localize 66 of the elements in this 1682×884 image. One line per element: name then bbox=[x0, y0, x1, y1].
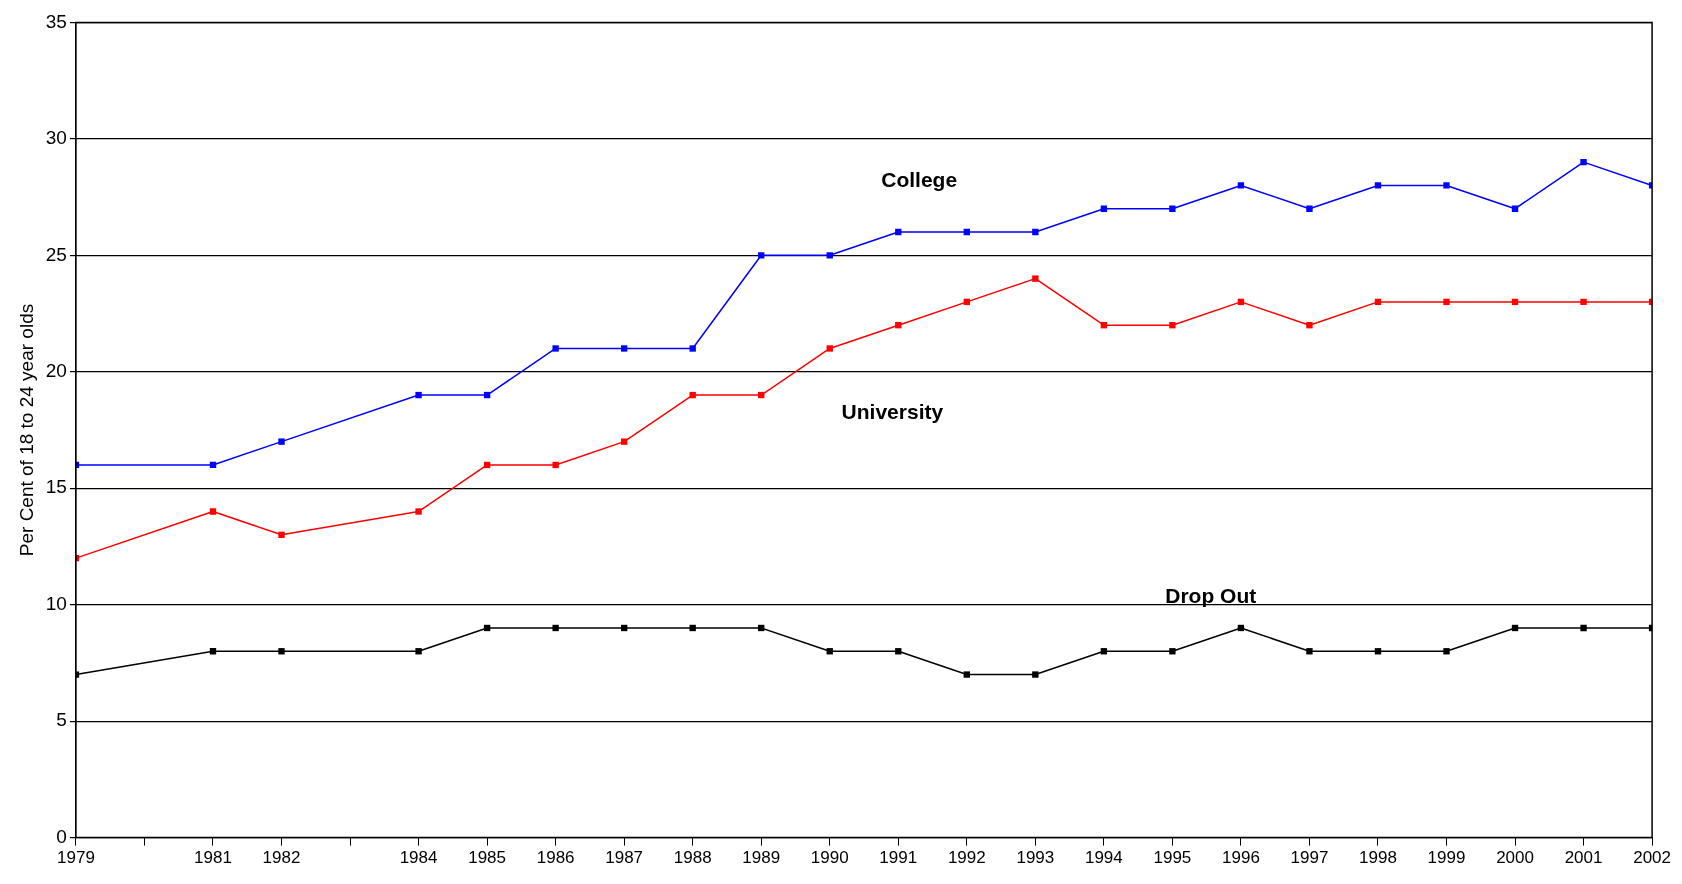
x-tick-label: 1997 bbox=[1290, 848, 1329, 868]
point bbox=[1032, 275, 1039, 282]
x-tick-label: 1982 bbox=[262, 848, 301, 868]
point bbox=[1443, 298, 1450, 306]
y-tick-label: 30 bbox=[45, 127, 67, 149]
point bbox=[1580, 624, 1587, 632]
point bbox=[1580, 298, 1587, 306]
point bbox=[1169, 648, 1176, 655]
point bbox=[620, 345, 628, 352]
y-tick-label: 35 bbox=[45, 10, 67, 32]
x-tick-label: 1985 bbox=[468, 848, 507, 868]
x-tick-label: 1990 bbox=[810, 848, 849, 868]
point bbox=[209, 508, 217, 515]
y-axis-title: Per Cent of 18 to 24 year olds bbox=[15, 303, 37, 557]
point bbox=[415, 508, 422, 515]
x-tick-label: 1999 bbox=[1427, 848, 1466, 868]
x-tick-label: 1986 bbox=[536, 848, 575, 868]
x-tick-label: 1979 bbox=[57, 848, 95, 868]
point bbox=[1032, 671, 1039, 678]
x-tick-label: 1996 bbox=[1222, 848, 1260, 868]
y-tick-label: 20 bbox=[45, 360, 67, 382]
point bbox=[620, 438, 628, 445]
point bbox=[1306, 205, 1313, 212]
x-tick-label: 1988 bbox=[673, 848, 712, 868]
point bbox=[278, 531, 285, 538]
series-label: College bbox=[881, 168, 958, 192]
x-tick-label: 1989 bbox=[742, 848, 781, 868]
point bbox=[689, 345, 696, 352]
point bbox=[278, 648, 285, 655]
point bbox=[1443, 648, 1450, 655]
point bbox=[1580, 158, 1587, 166]
x-tick-label: 2001 bbox=[1564, 848, 1603, 868]
point bbox=[826, 345, 833, 352]
point bbox=[415, 391, 422, 399]
x-tick-label: 1998 bbox=[1359, 848, 1397, 868]
text: University bbox=[841, 400, 944, 424]
x-tick-label: 1994 bbox=[1084, 848, 1123, 868]
x-tick-label: 2002 bbox=[1633, 848, 1671, 868]
x-tick-label: 2000 bbox=[1496, 848, 1534, 868]
point bbox=[552, 345, 559, 352]
point bbox=[1306, 322, 1313, 329]
x-tick-label: 1981 bbox=[194, 848, 232, 868]
point bbox=[1169, 205, 1176, 212]
point bbox=[1443, 182, 1450, 189]
point bbox=[963, 671, 970, 678]
point bbox=[415, 648, 422, 655]
point bbox=[1237, 182, 1245, 189]
point bbox=[552, 461, 559, 469]
x-tick-label: 1984 bbox=[399, 848, 438, 868]
x-tick-label: 1991 bbox=[879, 848, 918, 868]
point bbox=[1169, 322, 1176, 329]
y-tick-label: 0 bbox=[56, 825, 67, 847]
x-tick-label: 1992 bbox=[947, 848, 986, 868]
y-tick-label: 5 bbox=[56, 709, 67, 731]
y-tick-label: 10 bbox=[45, 592, 67, 614]
point bbox=[1306, 648, 1313, 655]
point bbox=[1374, 182, 1382, 189]
x-tick-label: 1993 bbox=[1016, 848, 1055, 868]
x-tick-label: 1995 bbox=[1153, 848, 1192, 868]
x-tick-label: 1987 bbox=[605, 848, 644, 868]
series-label: Drop Out bbox=[1165, 583, 1257, 607]
y-tick-label: 25 bbox=[45, 243, 67, 265]
point bbox=[1032, 228, 1039, 236]
y-tick-label: 15 bbox=[45, 476, 67, 498]
point bbox=[278, 438, 285, 445]
point bbox=[552, 624, 559, 632]
